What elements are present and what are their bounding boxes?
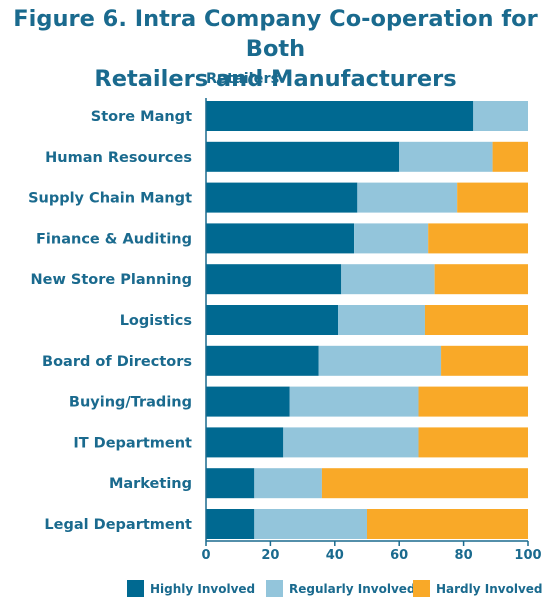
bar-human-resources-regularly-involved bbox=[399, 141, 493, 172]
bar-logistics-highly-involved bbox=[206, 305, 339, 335]
category-label-it-department: IT Department bbox=[73, 435, 192, 451]
bar-it-department-hardly-involved bbox=[418, 427, 528, 458]
bar-logistics-regularly-involved bbox=[338, 305, 425, 335]
legend-swatch-highly-involved bbox=[127, 580, 144, 597]
bar-supply-chain-mangt-highly-involved bbox=[206, 182, 358, 213]
category-label-logistics: Logistics bbox=[120, 313, 192, 329]
chart-title-line-2: Retailers and Manufacturers bbox=[94, 66, 457, 92]
bar-board-of-directors-regularly-involved bbox=[318, 345, 442, 376]
x-tick-label-100: 100 bbox=[514, 548, 541, 563]
legend: Highly Involved Regularly Involved Hardly … bbox=[127, 580, 543, 597]
bar-buying-trading-highly-involved bbox=[206, 386, 290, 417]
x-tick-label-20: 20 bbox=[261, 548, 279, 563]
bar-board-of-directors-highly-involved bbox=[206, 345, 319, 376]
bar-finance-auditing-highly-involved bbox=[206, 223, 355, 254]
category-label-marketing: Marketing bbox=[109, 476, 192, 492]
x-tick-label-0: 0 bbox=[201, 548, 210, 563]
bar-legal-department-hardly-involved bbox=[367, 509, 528, 539]
bar-supply-chain-mangt-regularly-involved bbox=[357, 182, 458, 213]
bar-board-of-directors-hardly-involved bbox=[441, 345, 528, 376]
category-label-store-mangt: Store Mangt bbox=[91, 109, 192, 125]
bar-store-mangt-highly-involved bbox=[206, 101, 474, 131]
bar-finance-auditing-regularly-involved bbox=[354, 223, 429, 254]
category-label-supply-chain-mangt: Supply Chain Mangt bbox=[28, 191, 192, 207]
category-label-board-of-directors: Board of Directors bbox=[42, 354, 192, 370]
bars-group bbox=[206, 101, 528, 539]
category-label-human-resources: Human Resources bbox=[45, 150, 192, 166]
x-axis-ticks: 0 20 40 60 80 100 bbox=[201, 541, 542, 563]
x-tick-label-40: 40 bbox=[326, 548, 344, 563]
category-label-finance-auditing: Finance & Auditing bbox=[36, 231, 192, 247]
bar-marketing-regularly-involved bbox=[254, 468, 322, 499]
bar-marketing-hardly-involved bbox=[321, 468, 528, 499]
bar-store-mangt-regularly-involved bbox=[473, 101, 528, 131]
bar-human-resources-highly-involved bbox=[206, 141, 400, 172]
legend-label-hardly-involved: Hardly Involved bbox=[436, 582, 543, 596]
bar-new-store-planning-regularly-involved bbox=[341, 264, 435, 295]
bar-it-department-highly-involved bbox=[206, 427, 284, 458]
chart-title-line-1: Figure 6. Intra Company Co-operation for… bbox=[13, 6, 538, 62]
bar-marketing-highly-involved bbox=[206, 468, 255, 499]
bar-finance-auditing-hardly-involved bbox=[428, 223, 528, 254]
bar-new-store-planning-hardly-involved bbox=[434, 264, 528, 295]
category-label-new-store-planning: New Store Planning bbox=[31, 272, 192, 288]
x-tick-label-60: 60 bbox=[390, 548, 408, 563]
legend-swatch-hardly-involved bbox=[413, 580, 430, 597]
bar-logistics-hardly-involved bbox=[424, 305, 528, 335]
x-tick-label-80: 80 bbox=[455, 548, 473, 563]
bar-new-store-planning-highly-involved bbox=[206, 264, 342, 295]
bar-legal-department-highly-involved bbox=[206, 509, 255, 539]
bar-it-department-regularly-involved bbox=[283, 427, 419, 458]
bar-buying-trading-hardly-involved bbox=[418, 386, 528, 417]
legend-label-highly-involved: Highly Involved bbox=[150, 582, 255, 596]
legend-swatch-regularly-involved bbox=[266, 580, 283, 597]
category-label-legal-department: Legal Department bbox=[44, 517, 192, 533]
category-label-buying-trading: Buying/Trading bbox=[69, 395, 192, 411]
legend-label-regularly-involved: Regularly Involved bbox=[289, 582, 416, 596]
chart-subtitle: Retailers bbox=[206, 71, 279, 87]
bar-supply-chain-mangt-hardly-involved bbox=[457, 182, 528, 213]
chart-title: Figure 6. Intra Company Co-operation for… bbox=[0, 4, 551, 94]
bar-buying-trading-regularly-involved bbox=[289, 386, 419, 417]
bar-legal-department-regularly-involved bbox=[254, 509, 367, 539]
category-labels: Store Mangt Human Resources Supply Chain M… bbox=[28, 109, 192, 533]
bar-human-resources-hardly-involved bbox=[492, 141, 528, 172]
